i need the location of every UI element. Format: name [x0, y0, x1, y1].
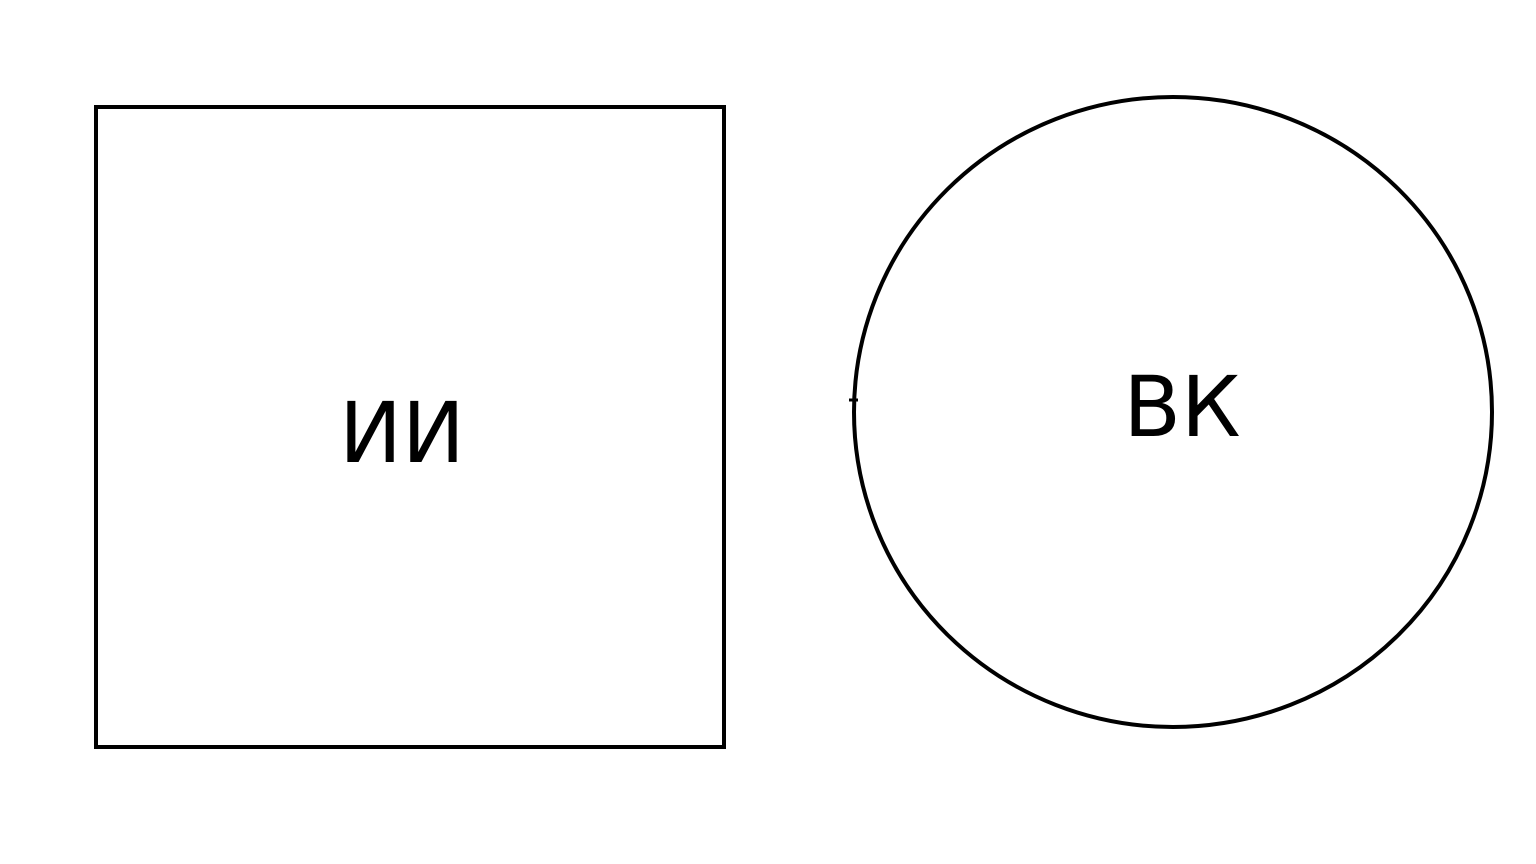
circle-shape-group: ВК — [849, 95, 1494, 729]
square-label: ИИ — [339, 384, 465, 482]
square-shape-group: ИИ — [94, 105, 726, 749]
circle-label: ВК — [1123, 358, 1240, 456]
circle-shape — [852, 95, 1494, 729]
square-shape — [94, 105, 726, 749]
